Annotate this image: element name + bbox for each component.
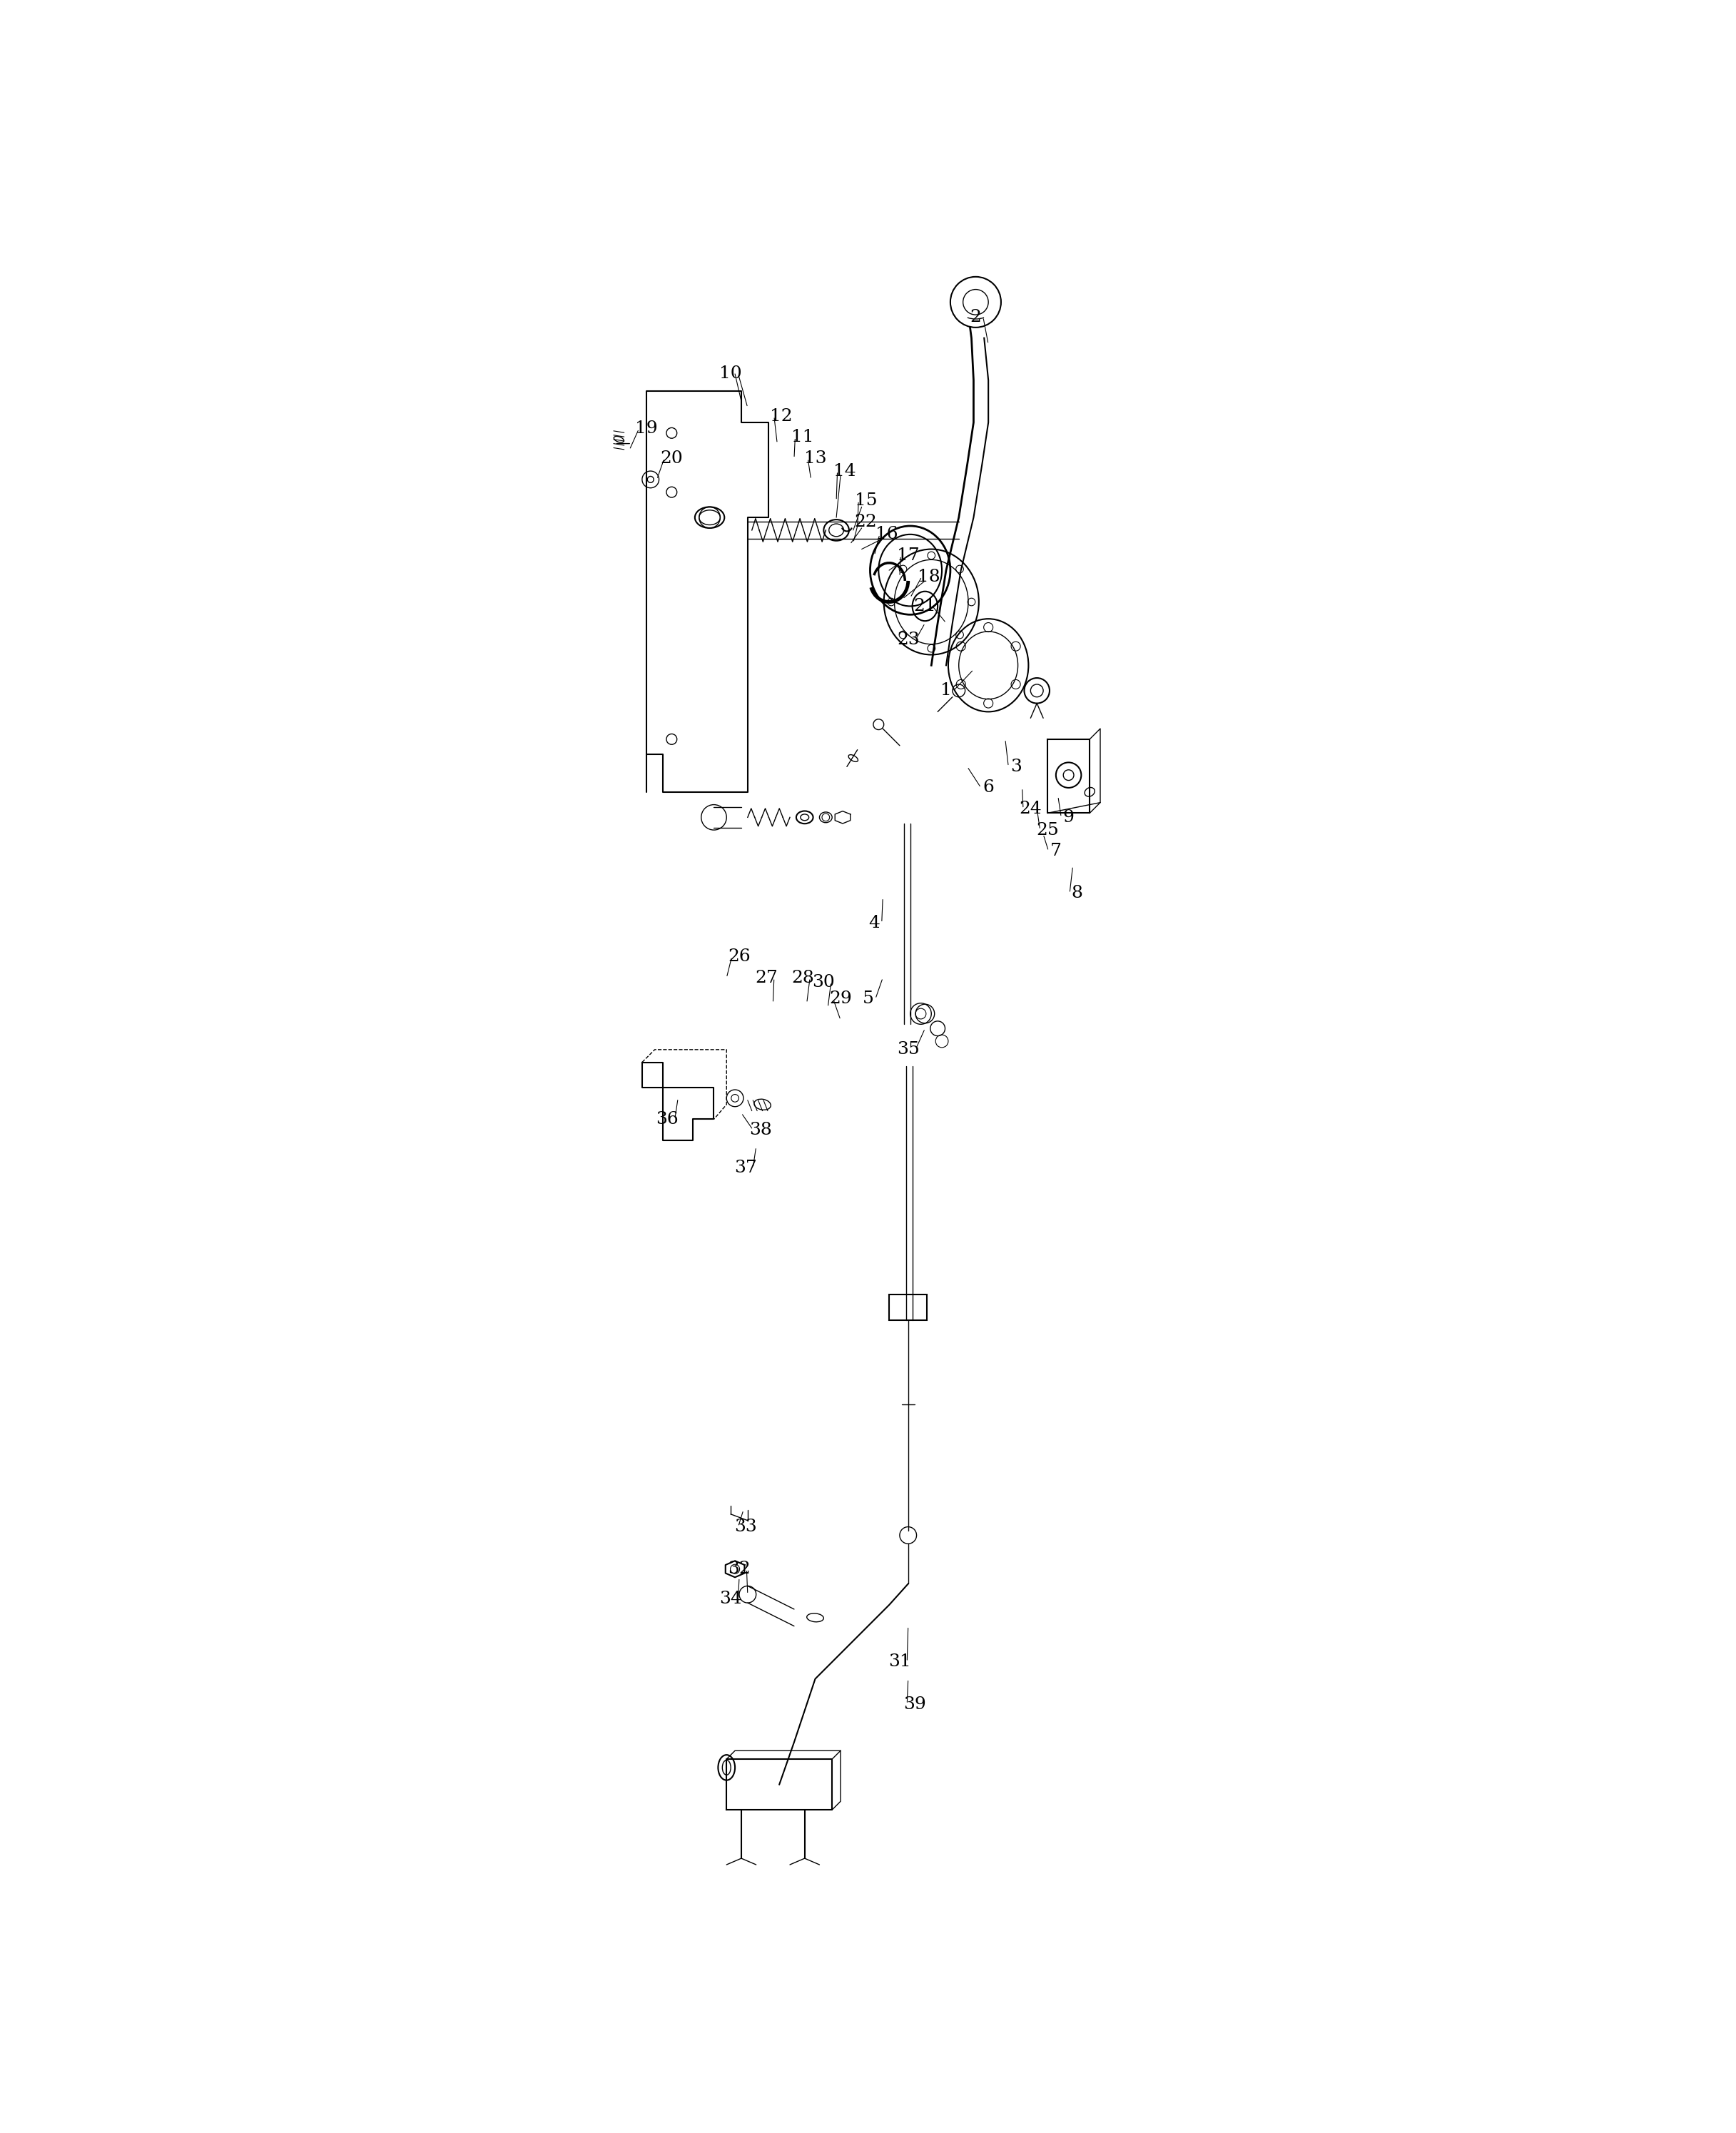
Text: 29: 29 — [830, 990, 852, 1007]
Text: 9: 9 — [1062, 808, 1075, 825]
Text: 13: 13 — [804, 450, 826, 467]
Text: 37: 37 — [734, 1160, 757, 1175]
Text: 21: 21 — [913, 597, 936, 614]
Text: 14: 14 — [833, 463, 856, 480]
Text: 20: 20 — [660, 450, 682, 467]
Text: 34: 34 — [719, 1591, 741, 1606]
Text: 25: 25 — [1036, 821, 1059, 838]
Text: 12: 12 — [771, 407, 793, 424]
Text: 10: 10 — [719, 365, 741, 382]
Text: 36: 36 — [656, 1111, 679, 1128]
Text: 3: 3 — [1010, 759, 1021, 774]
Text: 30: 30 — [812, 975, 835, 990]
Text: 32: 32 — [727, 1561, 750, 1576]
Text: 28: 28 — [792, 971, 814, 985]
Text: 22: 22 — [854, 514, 877, 529]
Text: 26: 26 — [727, 949, 750, 964]
Text: 35: 35 — [898, 1041, 920, 1058]
Text: 17: 17 — [898, 548, 920, 563]
Text: 4: 4 — [868, 915, 880, 932]
Text: 38: 38 — [748, 1122, 771, 1139]
Text: 5: 5 — [863, 990, 873, 1007]
Text: 16: 16 — [875, 527, 898, 542]
Text: 1: 1 — [941, 683, 951, 700]
Text: 11: 11 — [792, 429, 814, 446]
Circle shape — [950, 277, 1002, 328]
Text: 24: 24 — [1019, 800, 1042, 817]
Text: 33: 33 — [734, 1519, 757, 1536]
Text: 2: 2 — [970, 309, 981, 324]
Text: 19: 19 — [635, 420, 658, 437]
Text: 31: 31 — [889, 1653, 911, 1670]
Text: 18: 18 — [918, 567, 941, 584]
Text: 8: 8 — [1071, 885, 1083, 902]
Bar — [889, 1295, 927, 1320]
Text: 6: 6 — [983, 779, 995, 796]
Text: 7: 7 — [1050, 843, 1062, 860]
Text: 23: 23 — [898, 631, 920, 648]
Text: 27: 27 — [755, 971, 778, 985]
Text: 15: 15 — [854, 493, 877, 510]
Text: 39: 39 — [903, 1696, 925, 1713]
